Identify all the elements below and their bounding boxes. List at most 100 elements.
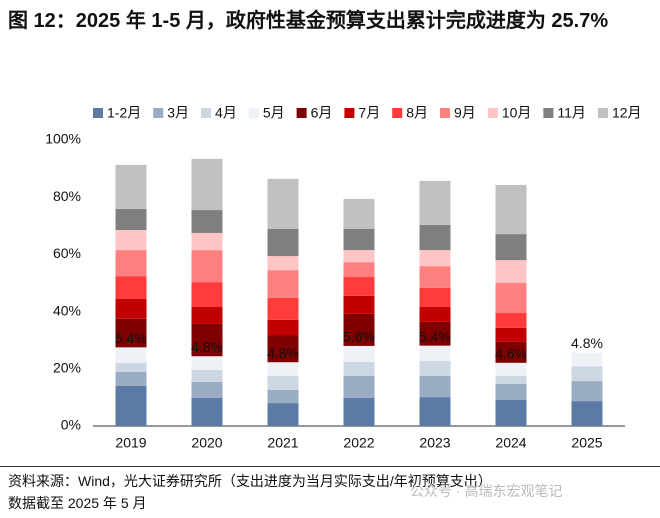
- bar-segment: [115, 347, 147, 363]
- bar-segment: [267, 375, 299, 390]
- bar-segment: [115, 318, 147, 348]
- y-tick-label: 80%: [53, 188, 81, 204]
- x-tick-label: 2019: [115, 435, 146, 451]
- note: 数据截至 2025 年 5 月: [8, 495, 147, 511]
- bar-segment: [495, 375, 527, 384]
- legend-swatch: [201, 108, 212, 118]
- y-tick-label: 100%: [45, 131, 81, 147]
- bar-segment: [115, 230, 147, 251]
- y-tick-label: 60%: [53, 245, 81, 261]
- bar-segment: [419, 307, 451, 322]
- bar-segment: [267, 256, 299, 271]
- bar-segment: [495, 313, 527, 328]
- data-label: 5.4%: [115, 330, 147, 346]
- bar-segment: [419, 287, 451, 308]
- bar-segment: [343, 375, 375, 398]
- x-tick-label: 2021: [267, 435, 298, 451]
- bar-segment: [343, 262, 375, 277]
- bar-segment: [419, 266, 451, 288]
- legend-swatch: [296, 108, 307, 118]
- bar-segment: [343, 313, 375, 346]
- bar-segment: [571, 352, 603, 367]
- legend-swatch: [440, 108, 451, 118]
- legend-swatch: [93, 108, 103, 118]
- bar-segment: [115, 208, 147, 231]
- data-label: 5.4%: [419, 328, 451, 344]
- bar-segment: [191, 356, 223, 370]
- legend-label: 5月: [263, 105, 285, 121]
- bar-segment: [495, 283, 527, 314]
- legend-label: 9月: [454, 105, 476, 121]
- bar-segment: [191, 210, 223, 233]
- bar-segment: [191, 397, 223, 426]
- bar-segment: [571, 401, 603, 426]
- bar-segment: [343, 198, 375, 229]
- data-label: 4.8%: [191, 339, 223, 355]
- bar-segment: [419, 397, 451, 426]
- bar-segment: [419, 345, 451, 362]
- bar-segment: [495, 399, 527, 426]
- data-label: 4.6%: [495, 345, 527, 361]
- bar-segment: [267, 270, 299, 298]
- bar-segment: [419, 375, 451, 398]
- legend-swatch: [248, 108, 259, 118]
- legend-label: 3月: [167, 105, 189, 121]
- bar-segment: [267, 389, 299, 404]
- bar-segment: [115, 362, 147, 372]
- bar-segment: [495, 341, 527, 363]
- y-tick-label: 20%: [53, 360, 81, 376]
- source: 资料来源：Wind，光大证券研究所（支出进度为当月实际支出/年初预算支出）: [8, 473, 492, 489]
- footer: 资料来源：Wind，光大证券研究所（支出进度为当月实际支出/年初预算支出） 数据…: [8, 470, 492, 514]
- bar-segment: [115, 385, 147, 426]
- bar-segment: [495, 260, 527, 283]
- data-label: 4.8%: [571, 335, 603, 351]
- bar-segment: [191, 307, 223, 324]
- divider: [0, 466, 660, 467]
- bar-segment: [267, 178, 299, 229]
- bar-segment: [191, 381, 223, 398]
- bar-segment: [343, 345, 375, 362]
- bar-segment: [419, 361, 451, 376]
- bar-segment: [419, 321, 451, 346]
- x-tick-label: 2025: [571, 435, 602, 451]
- legend-swatch: [392, 108, 403, 118]
- bar-segment: [571, 381, 603, 402]
- bar-segment: [267, 403, 299, 426]
- legend-swatch: [487, 108, 498, 118]
- legend-label: 4月: [215, 105, 237, 121]
- bar-segment: [115, 299, 147, 319]
- watermark: 公众号 · 高瑞东宏观笔记: [410, 483, 563, 499]
- bar-segment: [571, 366, 603, 382]
- bar-segment: [115, 371, 147, 386]
- y-tick-label: 0%: [61, 417, 81, 433]
- bar-segment: [343, 295, 375, 314]
- bar-segment: [419, 180, 451, 225]
- bar-segment: [343, 250, 375, 263]
- x-tick-label: 2022: [343, 435, 374, 451]
- bar-segment: [191, 323, 223, 357]
- legend-swatch: [543, 108, 554, 118]
- legend-swatch: [597, 108, 608, 118]
- x-tick-label: 2020: [191, 435, 222, 451]
- bar-segment: [495, 327, 527, 342]
- bar-segment: [191, 369, 223, 382]
- y-tick-label: 40%: [53, 302, 81, 318]
- x-tick-label: 2024: [495, 435, 526, 451]
- bar-segment: [267, 228, 299, 257]
- x-tick-label: 2023: [419, 435, 450, 451]
- bar-segment: [495, 234, 527, 261]
- bar-segment: [267, 297, 299, 320]
- bar-segment: [495, 184, 527, 235]
- legend-label: 7月: [358, 105, 380, 121]
- bar-segment: [191, 250, 223, 283]
- bar-segment: [343, 276, 375, 296]
- bar-segment: [191, 158, 223, 211]
- bar-segment: [267, 362, 299, 376]
- data-label: 4.8%: [267, 345, 299, 361]
- legend-label: 11月: [557, 105, 586, 121]
- legend-label: 10月: [502, 105, 532, 121]
- bar-segment: [343, 397, 375, 426]
- bar-segment: [495, 362, 527, 376]
- legend-swatch: [153, 108, 164, 118]
